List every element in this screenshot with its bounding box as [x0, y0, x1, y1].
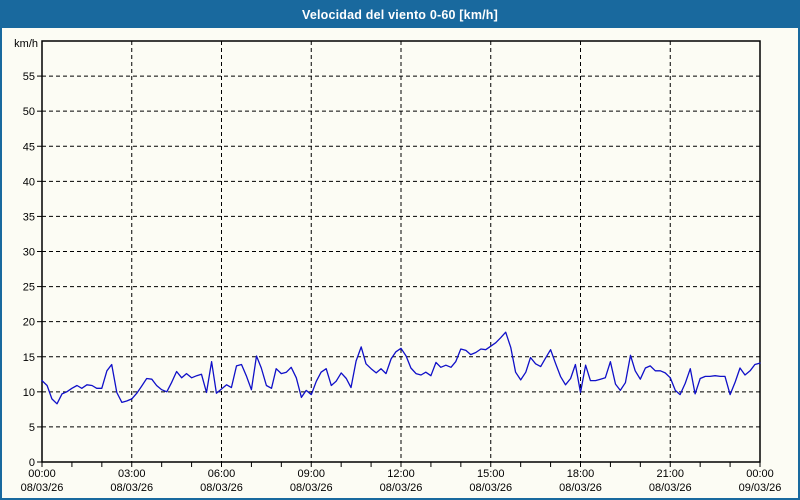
y-tick-label-35: 35 [23, 211, 35, 223]
x-tick-time-label: 15:00 [477, 468, 505, 480]
y-tick-label-55: 55 [23, 71, 35, 83]
x-tick-time-label: 09:00 [297, 468, 325, 480]
window-title-bar: Velocidad del viento 0-60 [km/h] [2, 2, 798, 28]
y-tick-label-10: 10 [23, 387, 35, 399]
y-tick-label-15: 15 [23, 352, 35, 364]
x-tick-date-label: 08/03/26 [200, 482, 243, 494]
x-tick-time-label: 12:00 [387, 468, 415, 480]
x-tick-date-label: 08/03/26 [21, 482, 64, 494]
x-tick-time-label: 00:00 [746, 468, 774, 480]
y-tick-label-0: 0 [29, 457, 35, 469]
y-tick-label-20: 20 [23, 317, 35, 329]
x-tick-date-label: 09/03/26 [739, 482, 782, 494]
y-tick-label-30: 30 [23, 247, 35, 259]
x-tick-date-label: 08/03/26 [110, 482, 153, 494]
x-tick-time-label: 18:00 [567, 468, 595, 480]
plot-area-border [41, 40, 761, 463]
x-tick-time-label: 21:00 [656, 468, 684, 480]
y-tick-label-5: 5 [29, 422, 35, 434]
x-tick-date-label: 08/03/26 [469, 482, 512, 494]
y-tick-label-45: 45 [23, 141, 35, 153]
x-tick-date-label: 08/03/26 [649, 482, 692, 494]
data-line-velocidad-del-viento [41, 331, 761, 405]
x-tick-date-label: 08/03/26 [290, 482, 333, 494]
x-tick-time-label: 06:00 [208, 468, 236, 480]
x-tick-time-label: 03:00 [118, 468, 146, 480]
x-tick-date-label: 08/03/26 [559, 482, 602, 494]
y-tick-label-50: 50 [23, 106, 35, 118]
x-tick-time-label: 00:00 [28, 468, 56, 480]
y-tick-label-40: 40 [23, 176, 35, 188]
x-tick-date-label: 08/03/26 [380, 482, 423, 494]
y-axis-unit-label: km/h [14, 38, 38, 50]
y-tick-label-25: 25 [23, 282, 35, 294]
window-title: Velocidad del viento 0-60 [km/h] [301, 8, 499, 22]
